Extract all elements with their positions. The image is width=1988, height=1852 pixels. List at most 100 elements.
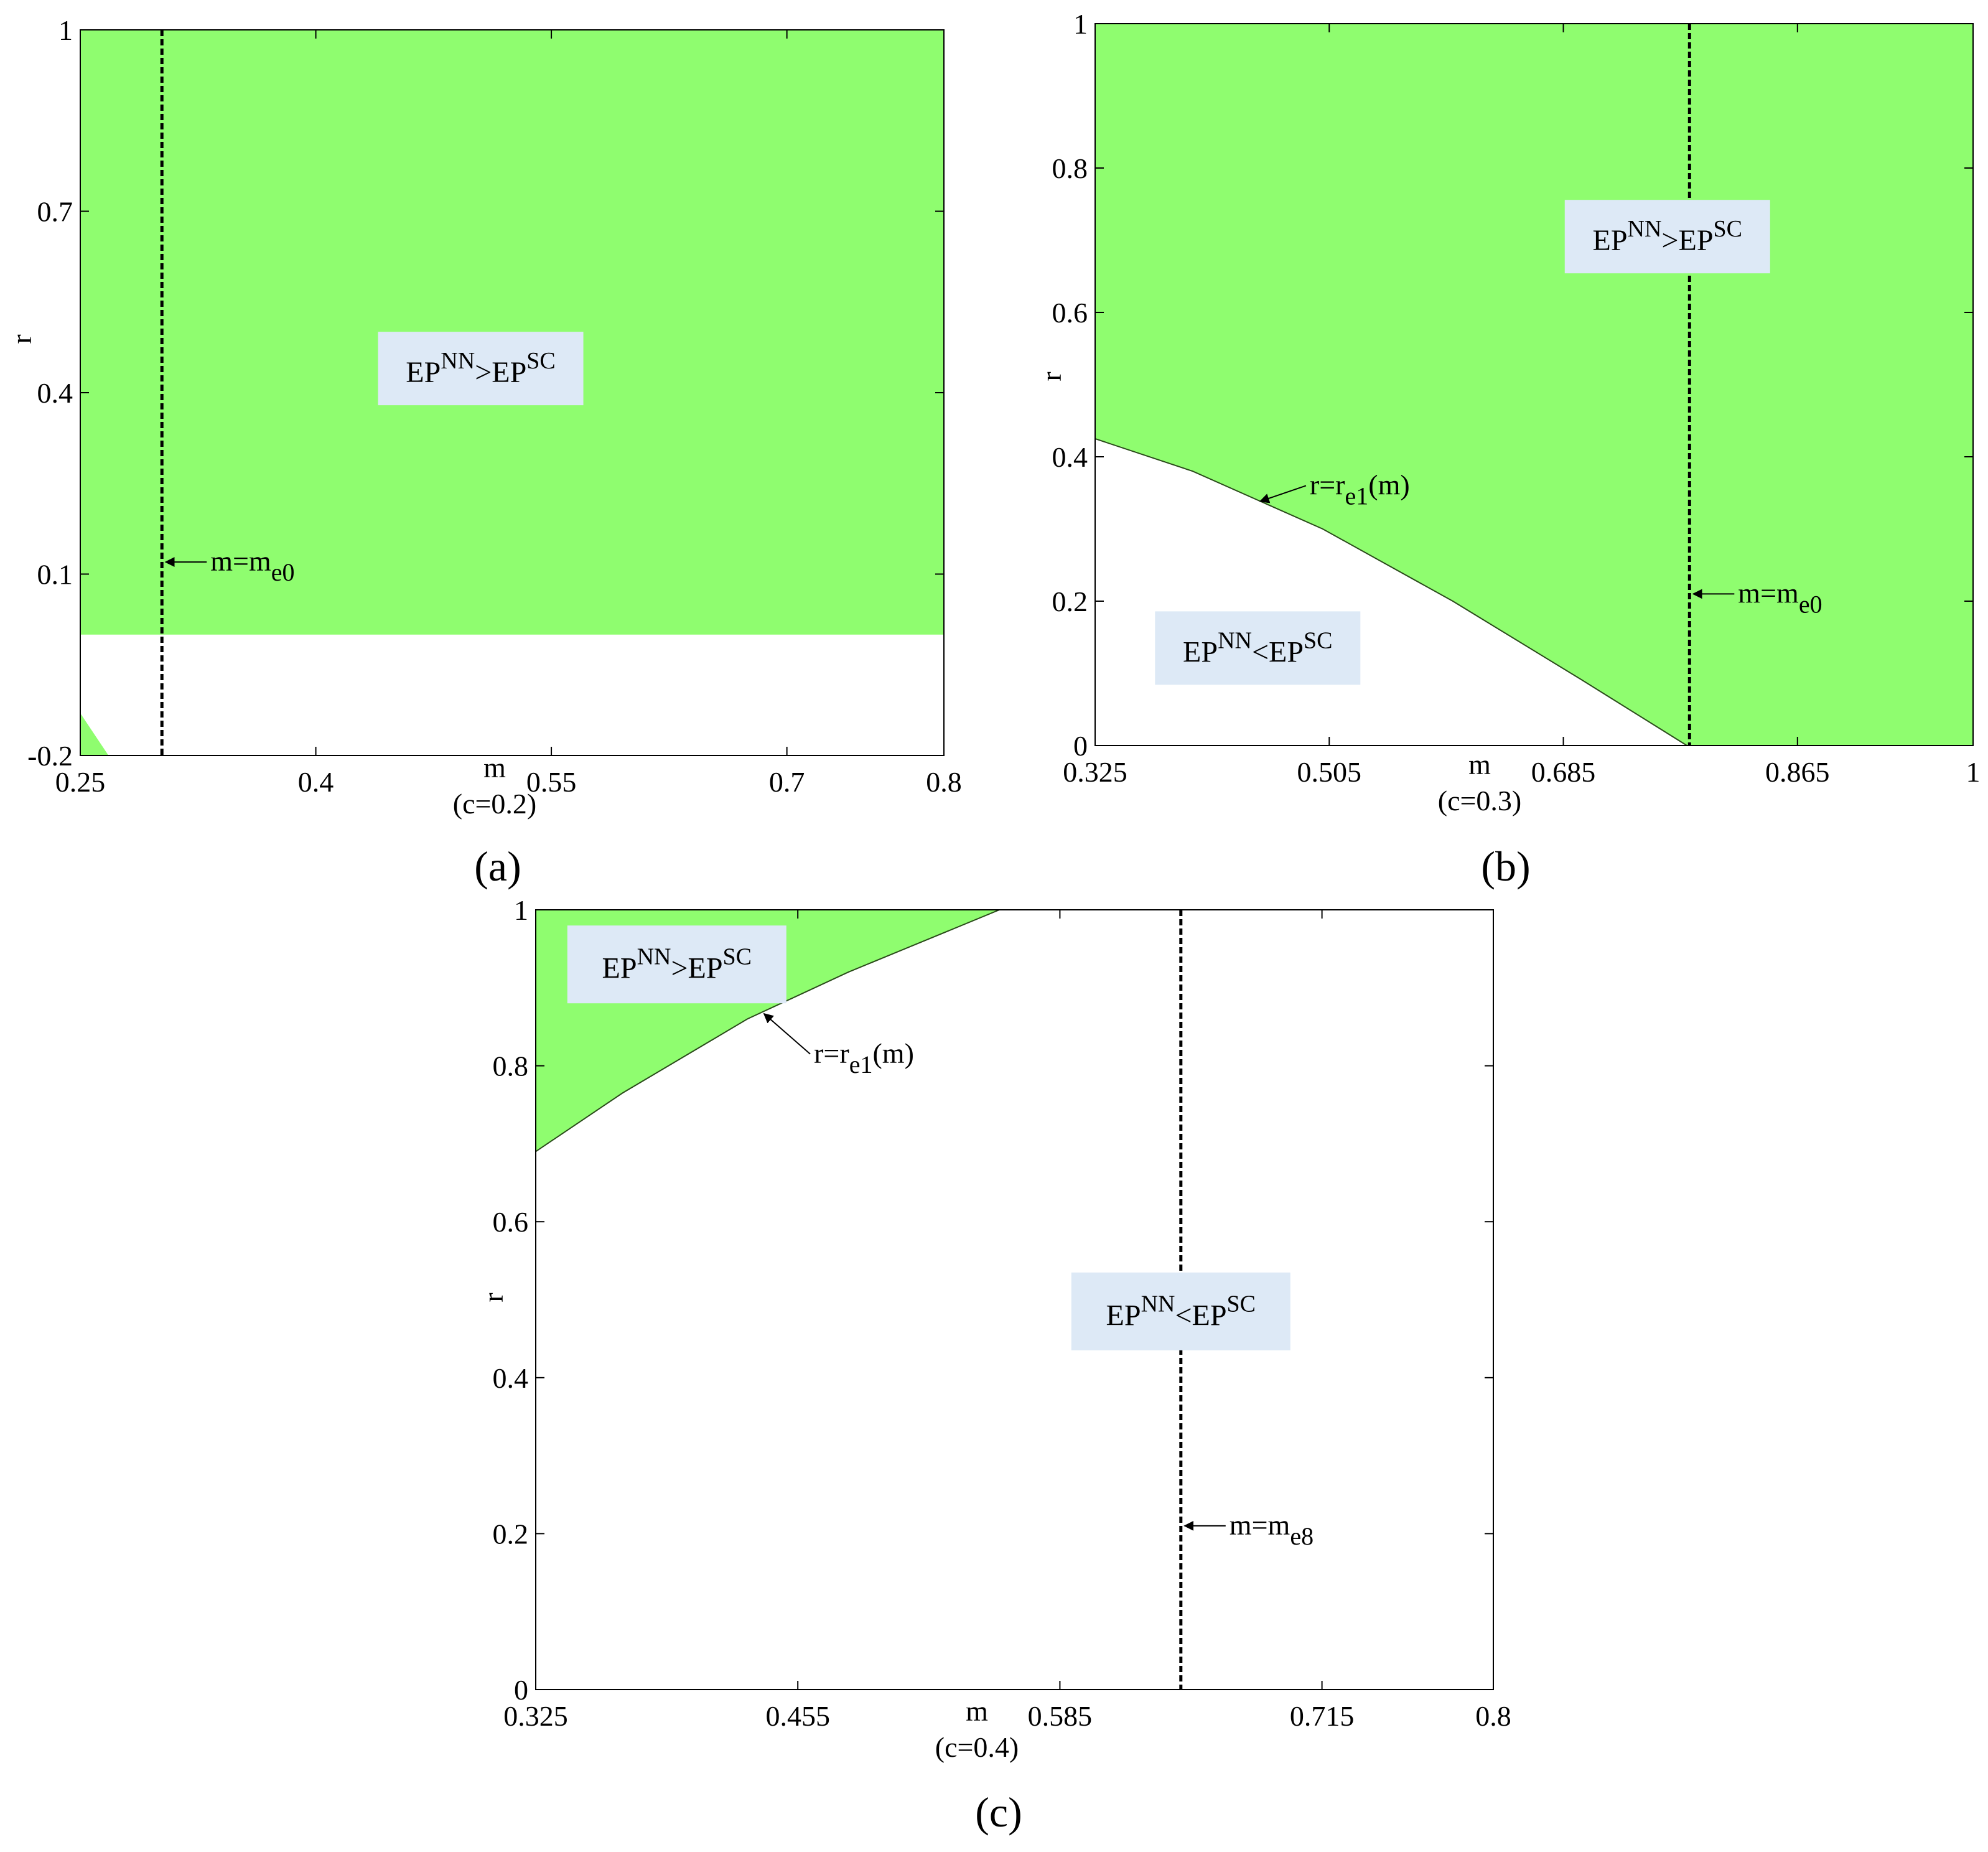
- x-tick-label: 0.4: [298, 766, 334, 798]
- region-label-superscript: SC: [723, 944, 752, 970]
- x-axis-sublabel: (c=0.4): [935, 1731, 1019, 1763]
- chart-panel-a: 0.25 0.4 0.55 0.7 0.8 -0.2 0.1 0.4 0.7 1 m (c=0.2) r…: [6, 14, 962, 820]
- region-label-operator: <: [1175, 1299, 1192, 1332]
- y-axis-label: r: [6, 334, 37, 344]
- region-label: EPNN>EPSC: [1593, 216, 1742, 257]
- x-axis-label: m: [483, 752, 506, 783]
- curve-label-tail: (m): [872, 1037, 913, 1069]
- x-tick-label: 0.505: [1297, 756, 1362, 788]
- region-label-operator: >: [475, 356, 492, 389]
- y-tick-label: 1: [58, 14, 73, 46]
- region-label-superscript: NN: [1218, 627, 1252, 653]
- y-tick-label: 1: [514, 894, 528, 926]
- region-label-box: [1155, 611, 1361, 685]
- y-tick-label: 0.4: [493, 1362, 529, 1394]
- threshold-label: m=me0: [210, 545, 294, 586]
- x-tick-label: 0.325: [503, 1700, 568, 1732]
- boundary-curve: [536, 910, 1000, 1153]
- region-label-operator: >: [671, 952, 688, 985]
- threshold-label: m=me8: [1230, 1509, 1314, 1550]
- x-axis-label: m: [1468, 749, 1491, 780]
- y-tick-label: 0.8: [493, 1050, 529, 1082]
- region-label-superscript: SC: [526, 348, 555, 374]
- plot-frame: [1094, 23, 1974, 746]
- chart-panel-c: 0.325 0.455 0.585 0.715 0.8 0 0.2 0.4 0.6 0.8 1 m (c…: [477, 894, 1511, 1763]
- y-tick-label: 0.8: [1052, 152, 1088, 184]
- region-label: EPNN<EPSC: [1183, 627, 1332, 668]
- region-label-superscript: NN: [1141, 1291, 1175, 1317]
- threshold-label-main: m=m: [210, 545, 271, 577]
- y-tick-label: 0.7: [37, 196, 73, 228]
- curve-arrow: [1259, 485, 1307, 503]
- region-label-superscript: NN: [441, 348, 475, 374]
- region-label: EPNN>EPSC: [406, 348, 555, 389]
- region-label-ep: EP: [1192, 1299, 1227, 1332]
- region-label-ep: EP: [1679, 224, 1714, 257]
- curve-label-tail: (m): [1368, 469, 1409, 500]
- region-label-ep: EP: [1269, 635, 1304, 668]
- x-tick-label: 0.55: [526, 766, 577, 798]
- threshold-label-subscript: e0: [271, 558, 295, 586]
- region-label-ep: EP: [1106, 1299, 1141, 1332]
- region-label-superscript: SC: [1714, 216, 1742, 242]
- curve-label-main: r=r: [1310, 469, 1345, 500]
- y-tick-label: 1: [1073, 8, 1088, 40]
- x-tick-label: 0.8: [1475, 1700, 1511, 1732]
- y-axis-label: r: [477, 1293, 509, 1302]
- green-region-2: [80, 713, 109, 755]
- curve-label: r=re1(m): [1310, 469, 1410, 510]
- curve-label: r=re1(m): [814, 1037, 914, 1078]
- region-label-ep: EP: [406, 356, 441, 389]
- region-label-ep: EP: [602, 952, 637, 985]
- x-tick-label: 0.685: [1531, 756, 1596, 788]
- y-tick-label: 0: [1073, 730, 1088, 762]
- y-tick-label: 0.4: [37, 377, 73, 409]
- y-tick-label: 0.6: [1052, 297, 1088, 329]
- x-axis-label: m: [966, 1695, 988, 1727]
- panel-label-b: (b): [1481, 843, 1530, 890]
- x-tick-label: 0.8: [926, 766, 962, 798]
- x-tick-label: 1: [1966, 756, 1981, 788]
- region-label-operator: >: [1661, 224, 1678, 257]
- region-label-superscript: NN: [1628, 216, 1662, 242]
- x-tick-label: 0.25: [55, 766, 106, 798]
- y-tick-label: 0.2: [1052, 586, 1088, 617]
- plot-frame: [535, 909, 1494, 1690]
- region-label-ep: EP: [688, 952, 723, 985]
- chart-panel-b: 0.325 0.505 0.685 0.865 1 0 0.2 0.4 0.6 0.8 1 m (c=0…: [1035, 8, 1981, 816]
- region-label-ep: EP: [492, 356, 526, 389]
- region-label: EPNN<EPSC: [1106, 1291, 1256, 1332]
- x-tick-label: 0.865: [1765, 756, 1830, 788]
- threshold-label: m=me0: [1738, 577, 1822, 618]
- x-tick-label: 0.585: [1028, 1700, 1093, 1732]
- region-label-operator: <: [1252, 635, 1269, 668]
- y-tick-label: 0.1: [37, 559, 73, 591]
- x-tick-label: 0.455: [765, 1700, 830, 1732]
- x-axis-sublabel: (c=0.2): [453, 788, 537, 820]
- threshold-label-subscript: e0: [1799, 590, 1822, 618]
- panel-label-a: (a): [474, 843, 521, 890]
- region-label-ep: EP: [1593, 224, 1628, 257]
- x-tick-label: 0.325: [1063, 756, 1127, 788]
- threshold-label-subscript: e8: [1290, 1522, 1314, 1550]
- boundary-curve: [1095, 438, 1687, 746]
- y-tick-label: 0.4: [1052, 441, 1088, 473]
- region-label-box: [567, 925, 786, 1004]
- region-label-ep: EP: [1183, 635, 1218, 668]
- region-label-box: [1071, 1272, 1290, 1350]
- x-tick-label: 0.7: [769, 766, 805, 798]
- y-tick-label: 0: [514, 1674, 528, 1706]
- y-tick-label: 0.6: [493, 1206, 529, 1238]
- y-tick-label: 0.2: [493, 1518, 529, 1550]
- region-label-box: [1564, 200, 1770, 274]
- curve-label-subscript: e1: [1345, 482, 1369, 510]
- x-axis-sublabel: (c=0.3): [1438, 785, 1522, 816]
- y-tick-label: -0.2: [27, 740, 73, 772]
- region-label-superscript: SC: [1304, 627, 1332, 653]
- panel-label-c: (c): [975, 1789, 1022, 1836]
- region-label-superscript: SC: [1227, 1291, 1256, 1317]
- region-label: EPNN>EPSC: [602, 944, 752, 985]
- threshold-label-main: m=m: [1230, 1509, 1290, 1541]
- region-label-box: [378, 332, 584, 406]
